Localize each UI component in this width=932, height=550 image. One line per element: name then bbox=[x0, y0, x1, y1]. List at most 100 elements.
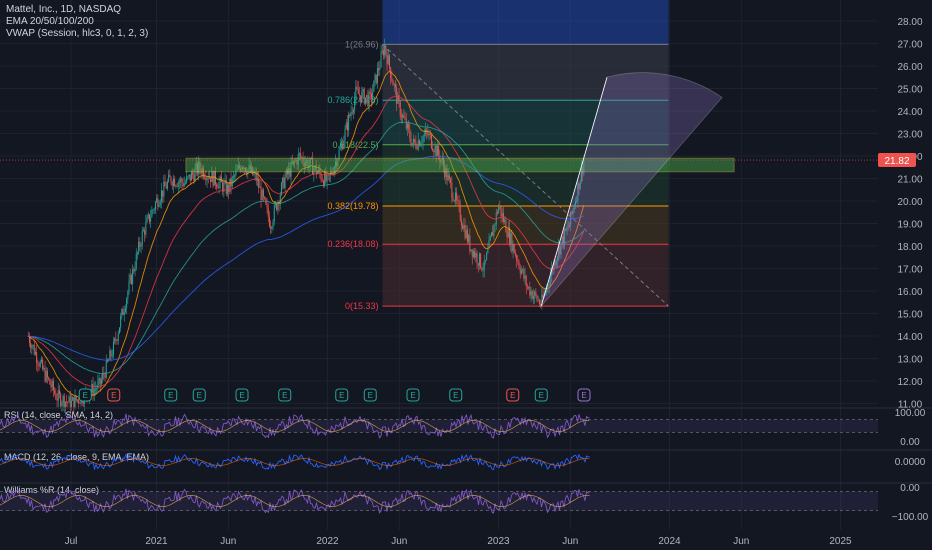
time-tick-label: 2022 bbox=[316, 536, 339, 547]
earnings-badge[interactable] bbox=[235, 388, 249, 402]
candle-body bbox=[370, 93, 372, 100]
earnings-badge[interactable] bbox=[78, 388, 92, 402]
earnings-badge[interactable] bbox=[164, 388, 178, 402]
candle-body bbox=[271, 227, 273, 229]
candle-body bbox=[246, 171, 248, 175]
candle-body bbox=[415, 142, 417, 148]
candle-body bbox=[492, 232, 494, 236]
earnings-marker[interactable]: E bbox=[235, 388, 249, 402]
candle-body bbox=[384, 45, 386, 56]
candle-body bbox=[117, 333, 119, 341]
candle-body bbox=[200, 169, 202, 174]
candle-body bbox=[445, 168, 447, 178]
candle-body bbox=[190, 172, 192, 181]
candle-body bbox=[295, 159, 297, 162]
earnings-marker[interactable]: E bbox=[107, 388, 121, 402]
earnings-badge[interactable] bbox=[577, 388, 591, 402]
candle-body bbox=[57, 390, 59, 401]
earnings-badge[interactable] bbox=[534, 388, 548, 402]
earnings-marker[interactable]: E bbox=[449, 388, 463, 402]
earnings-badge[interactable] bbox=[107, 388, 121, 402]
macd-line bbox=[0, 452, 590, 471]
candle-body bbox=[566, 226, 568, 231]
candle-body bbox=[307, 160, 309, 169]
price-tick-label: 18.00 bbox=[897, 242, 922, 253]
earnings-badge[interactable] bbox=[406, 388, 420, 402]
candle-body bbox=[187, 176, 189, 178]
candlesticks bbox=[27, 38, 585, 416]
candle-body bbox=[259, 186, 261, 188]
candle-body bbox=[487, 248, 489, 253]
earnings-badge[interactable] bbox=[192, 388, 206, 402]
earnings-marker[interactable]: E bbox=[278, 388, 292, 402]
candle-body bbox=[474, 251, 476, 258]
earnings-marker[interactable]: E bbox=[534, 388, 548, 402]
earnings-badge[interactable] bbox=[335, 388, 349, 402]
candle-body bbox=[332, 173, 334, 175]
candle-body bbox=[213, 171, 215, 186]
candle-body bbox=[258, 178, 260, 188]
candle-body bbox=[169, 174, 171, 178]
earnings-marker[interactable]: E bbox=[406, 388, 420, 402]
earnings-marker[interactable]: E bbox=[363, 388, 377, 402]
candle-body bbox=[372, 91, 374, 100]
macd-signal-line bbox=[0, 458, 590, 466]
candle-body bbox=[439, 155, 441, 163]
candle-body bbox=[376, 68, 378, 84]
candle-body bbox=[136, 252, 138, 254]
earnings-badge[interactable] bbox=[449, 388, 463, 402]
candle-body bbox=[273, 205, 275, 222]
candle-body bbox=[147, 214, 149, 218]
candle-body bbox=[98, 378, 100, 383]
vwap-legend[interactable]: VWAP (Session, hlc3, 0, 1, 2, 3) bbox=[6, 28, 149, 39]
candle-body bbox=[454, 192, 456, 202]
macd-title: MACD (12, 26, close, 9, EMA, EMA) bbox=[4, 452, 149, 462]
support-zone[interactable] bbox=[185, 157, 735, 173]
candle-body bbox=[152, 209, 154, 211]
candle-body bbox=[303, 162, 305, 167]
candle-body bbox=[387, 55, 389, 65]
earnings-badge[interactable] bbox=[278, 388, 292, 402]
candle-body bbox=[54, 390, 56, 394]
rsi-signal-line bbox=[0, 420, 590, 432]
candle-body bbox=[562, 236, 564, 245]
candle-body bbox=[405, 119, 407, 129]
earnings-marker[interactable]: E bbox=[192, 388, 206, 402]
symbol-title[interactable]: Mattel, Inc., 1D, NASDAQ bbox=[6, 4, 122, 15]
earnings-badge[interactable] bbox=[363, 388, 377, 402]
candle-body bbox=[424, 129, 426, 135]
time-tick-label: Jun bbox=[562, 536, 578, 547]
earnings-marker[interactable]: E bbox=[78, 388, 92, 402]
candle-body bbox=[123, 311, 125, 315]
candle-body bbox=[121, 308, 123, 317]
earnings-marker[interactable]: E bbox=[164, 388, 178, 402]
candle-body bbox=[135, 253, 137, 269]
candle-body bbox=[202, 168, 204, 177]
price-tick-label: 12.00 bbox=[897, 377, 922, 388]
earnings-badge[interactable] bbox=[506, 388, 520, 402]
candle-body bbox=[253, 173, 255, 175]
candle-body bbox=[144, 230, 146, 235]
candle-body bbox=[526, 286, 528, 288]
candle-body bbox=[157, 198, 159, 207]
candle-body bbox=[120, 316, 122, 328]
candle-body bbox=[513, 244, 515, 254]
time-axis[interactable]: Jul 2021 Jun 2022 Jun 2023 Jun 2024 Jun 2025 bbox=[65, 536, 852, 547]
candle-body bbox=[133, 269, 135, 272]
earnings-marker[interactable]: E bbox=[577, 388, 591, 402]
candle-body bbox=[201, 168, 203, 174]
candle-body bbox=[482, 270, 484, 271]
earnings-marker[interactable]: E bbox=[335, 388, 349, 402]
fan-projection bbox=[540, 72, 723, 307]
ema-legend[interactable]: EMA 20/50/100/200 bbox=[6, 16, 94, 27]
candle-body bbox=[453, 200, 455, 202]
earnings-marker[interactable]: E bbox=[506, 388, 520, 402]
candle-body bbox=[40, 359, 42, 362]
price-axis[interactable]: 28.0027.0026.0025.0024.0023.0022.0021.00… bbox=[878, 17, 923, 411]
candle-body bbox=[536, 295, 538, 301]
candle-body bbox=[385, 45, 387, 54]
candle-body bbox=[429, 133, 431, 136]
candle-body bbox=[284, 176, 286, 189]
candle-body bbox=[264, 196, 266, 199]
